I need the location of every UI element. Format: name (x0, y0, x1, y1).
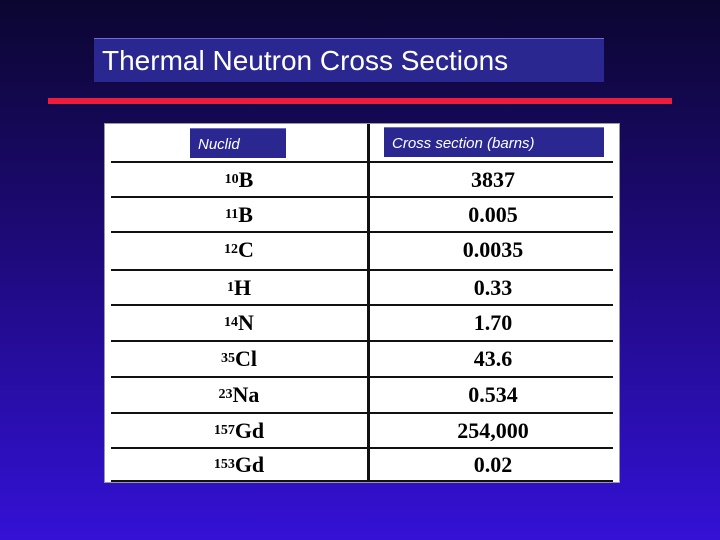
nuclide-cell: 12 C (224, 236, 254, 262)
cross-section-header: Cross section (barns) (392, 135, 535, 152)
cross-section-header-box: Cross section (barns) (384, 127, 604, 157)
table-row: 10 B 3837 (111, 161, 613, 196)
nuclide-cell: 23 Na (218, 381, 260, 407)
nuclide-cell: 35 Cl (221, 345, 257, 371)
accent-divider (48, 98, 672, 104)
cross-section-value: 0.33 (473, 274, 513, 300)
element-symbol: Na (232, 381, 260, 407)
cross-section-value: 0.02 (473, 451, 513, 477)
cross-section-value: 43.6 (473, 345, 513, 371)
title-box: Thermal Neutron Cross Sections (94, 38, 604, 82)
nuclide-cell: 10 B (224, 166, 254, 192)
table-row: 12 C 0.0035 (111, 231, 613, 266)
element-symbol: Cl (235, 345, 257, 371)
cross-section-value: 0.534 (468, 381, 518, 407)
element-symbol: Gd (234, 451, 265, 477)
element-symbol: Gd (234, 417, 265, 443)
nuclide-cell: 157 Gd (213, 417, 265, 443)
cross-section-value: 254,000 (457, 417, 529, 443)
cross-section-value: 3837 (471, 166, 515, 192)
nuclide-header: Nuclid (198, 136, 240, 153)
table-row: 157 Gd 254,000 (111, 412, 613, 447)
nuclide-cell: 11 B (225, 201, 253, 227)
cross-section-value: 0.0035 (462, 236, 524, 262)
table-row: 153 Gd 0.02 (111, 447, 613, 482)
column-divider (367, 124, 370, 482)
element-symbol: B (238, 201, 253, 227)
table-row: 11 B 0.005 (111, 196, 613, 231)
element-symbol: C (238, 236, 254, 262)
element-symbol: N (238, 309, 254, 335)
table-row: 14 N 1.70 (111, 304, 613, 339)
table-row: 23 Na 0.534 (111, 376, 613, 411)
nuclide-cell: 14 N (224, 309, 254, 335)
nuclide-cell: 153 Gd (213, 451, 265, 477)
element-symbol: H (233, 274, 252, 300)
cross-section-value: 0.005 (468, 201, 518, 227)
cross-section-value: 1.70 (473, 309, 513, 335)
slide-title: Thermal Neutron Cross Sections (102, 45, 509, 76)
nuclide-header-box: Nuclid (190, 128, 286, 158)
table-row: 35 Cl 43.6 (111, 340, 613, 375)
element-symbol: B (238, 166, 254, 192)
